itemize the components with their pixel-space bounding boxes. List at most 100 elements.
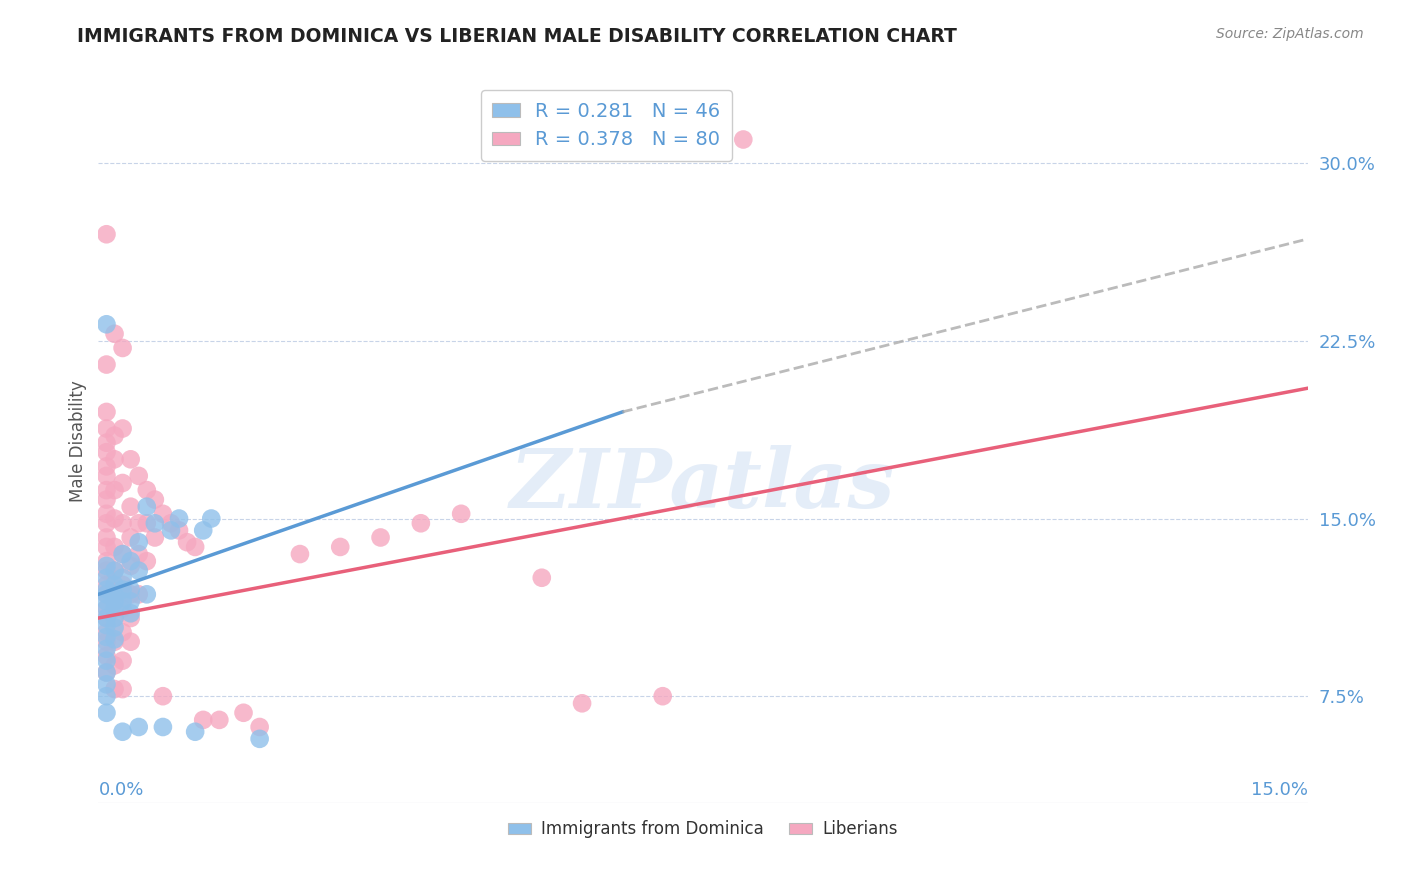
Point — [111, 625, 134, 640]
Point — [128, 516, 150, 531]
Point — [103, 511, 125, 525]
Point — [733, 132, 755, 146]
Point — [96, 492, 118, 507]
Point — [120, 558, 142, 573]
Point — [160, 516, 183, 531]
Point — [571, 696, 593, 710]
Point — [128, 564, 150, 578]
Point — [249, 731, 271, 746]
Point — [111, 475, 134, 490]
Point — [96, 689, 118, 703]
Point — [111, 724, 134, 739]
Point — [176, 535, 198, 549]
Point — [96, 516, 118, 531]
Point — [120, 611, 142, 625]
Point — [96, 571, 118, 585]
Point — [111, 582, 134, 597]
Point — [103, 611, 125, 625]
Point — [208, 713, 231, 727]
Point — [103, 564, 125, 578]
Point — [143, 531, 166, 545]
Point — [167, 511, 190, 525]
Text: 15.0%: 15.0% — [1250, 781, 1308, 799]
Point — [96, 558, 118, 573]
Point — [103, 587, 125, 601]
Point — [96, 641, 118, 656]
Y-axis label: Male Disability: Male Disability — [69, 381, 87, 502]
Point — [96, 634, 118, 648]
Point — [120, 582, 142, 597]
Point — [120, 531, 142, 545]
Point — [96, 587, 118, 601]
Point — [128, 587, 150, 601]
Point — [111, 594, 134, 608]
Point — [135, 554, 157, 568]
Point — [167, 524, 190, 538]
Point — [103, 578, 125, 592]
Point — [96, 677, 118, 691]
Point — [103, 632, 125, 647]
Point — [120, 634, 142, 648]
Point — [128, 720, 150, 734]
Point — [184, 540, 207, 554]
Point — [96, 358, 118, 372]
Point — [184, 724, 207, 739]
Point — [200, 511, 222, 525]
Text: ZIPatlas: ZIPatlas — [510, 445, 896, 524]
Point — [111, 547, 134, 561]
Point — [530, 571, 553, 585]
Point — [120, 607, 142, 621]
Point — [96, 654, 118, 668]
Point — [96, 564, 118, 578]
Point — [193, 713, 215, 727]
Point — [111, 682, 134, 697]
Point — [152, 689, 174, 703]
Point — [111, 654, 134, 668]
Point — [96, 611, 118, 625]
Point — [128, 547, 150, 561]
Point — [96, 531, 118, 545]
Point — [96, 594, 118, 608]
Point — [96, 227, 118, 242]
Point — [103, 620, 125, 634]
Point — [96, 469, 118, 483]
Point — [160, 524, 183, 538]
Point — [103, 483, 125, 497]
Point — [96, 459, 118, 474]
Point — [152, 507, 174, 521]
Point — [135, 587, 157, 601]
Point — [152, 720, 174, 734]
Point — [370, 531, 392, 545]
Point — [96, 587, 118, 601]
Text: IMMIGRANTS FROM DOMINICA VS LIBERIAN MALE DISABILITY CORRELATION CHART: IMMIGRANTS FROM DOMINICA VS LIBERIAN MAL… — [77, 27, 957, 45]
Point — [96, 706, 118, 720]
Point — [288, 547, 311, 561]
Point — [111, 571, 134, 585]
Point — [96, 435, 118, 450]
Point — [232, 706, 254, 720]
Point — [128, 469, 150, 483]
Point — [103, 682, 125, 697]
Point — [103, 564, 125, 578]
Point — [103, 428, 125, 442]
Point — [96, 318, 118, 332]
Text: Source: ZipAtlas.com: Source: ZipAtlas.com — [1216, 27, 1364, 41]
Point — [329, 540, 352, 554]
Point — [103, 326, 125, 341]
Point — [96, 554, 118, 568]
Point — [103, 634, 125, 648]
Point — [450, 507, 472, 521]
Point — [96, 630, 118, 644]
Point — [111, 601, 134, 615]
Point — [111, 578, 134, 592]
Point — [96, 601, 118, 615]
Point — [143, 516, 166, 531]
Point — [120, 554, 142, 568]
Point — [96, 540, 118, 554]
Point — [135, 516, 157, 531]
Point — [103, 587, 125, 601]
Point — [96, 665, 118, 680]
Point — [96, 578, 118, 592]
Point — [249, 720, 271, 734]
Point — [111, 547, 134, 561]
